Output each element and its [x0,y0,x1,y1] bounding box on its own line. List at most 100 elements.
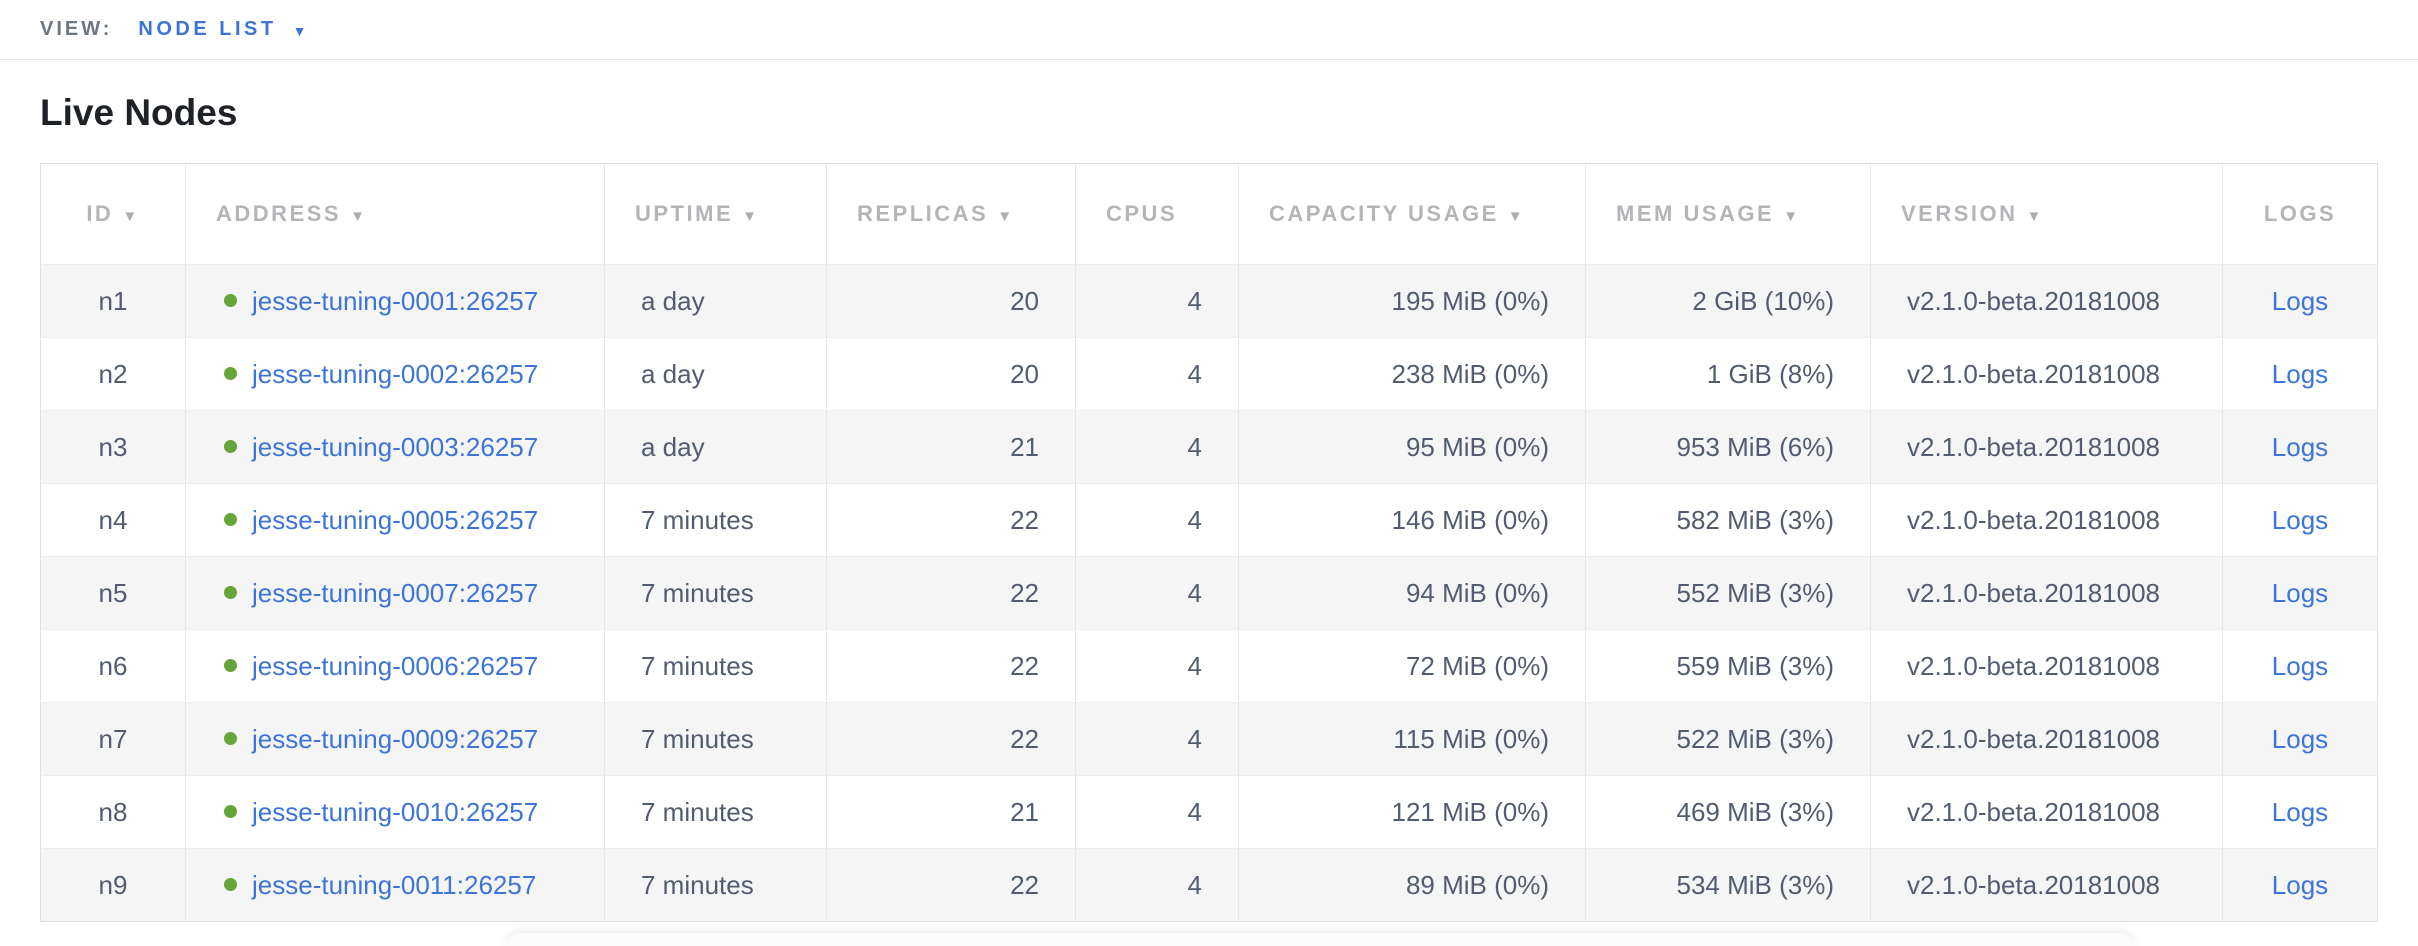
cell-mem-usage: 1 GiB (8%) [1585,337,1871,411]
node-live-icon [224,878,237,892]
bottom-peek-element [505,933,2135,946]
cell-mem-usage: 469 MiB (3%) [1585,775,1871,849]
cell-node-id: n8 [40,775,186,849]
cell-address: jesse-tuning-0006:26257 [185,629,605,703]
cell-capacity-usage: 146 MiB (0%) [1238,483,1586,557]
column-label: VERSION [1901,201,2018,226]
chevron-down-icon: ▼ [292,22,307,39]
logs-link[interactable]: Logs [2271,796,2329,827]
cell-replicas: 20 [826,264,1076,338]
column-header-mem[interactable]: MEM USAGE ▼ [1585,163,1871,265]
logs-link[interactable]: Logs [2271,504,2329,535]
cell-version: v2.1.0-beta.20181008 [1870,775,2223,849]
address-link[interactable]: jesse-tuning-0006:26257 [252,650,539,681]
cell-mem-usage: 559 MiB (3%) [1585,629,1871,703]
table-row: n6 jesse-tuning-0006:26257 7 minutes 22 … [40,629,2378,703]
cell-capacity-usage: 89 MiB (0%) [1238,848,1586,922]
node-live-icon [224,367,237,381]
cell-logs: Logs [2222,556,2378,630]
cell-cpus: 4 [1075,629,1239,703]
view-toolbar: VIEW: NODE LIST ▼ [0,0,2418,60]
column-header-address[interactable]: ADDRESS ▼ [185,163,605,265]
cell-replicas: 21 [826,775,1076,849]
cell-capacity-usage: 72 MiB (0%) [1238,629,1586,703]
cell-mem-usage: 552 MiB (3%) [1585,556,1871,630]
table-row: n5 jesse-tuning-0007:26257 7 minutes 22 … [40,556,2378,630]
cell-mem-usage: 2 GiB (10%) [1585,264,1871,338]
column-label: REPLICAS [857,201,989,226]
cell-replicas: 22 [826,629,1076,703]
logs-link[interactable]: Logs [2271,869,2329,900]
address-link[interactable]: jesse-tuning-0003:26257 [252,431,539,462]
cell-replicas: 21 [826,410,1076,484]
logs-link[interactable]: Logs [2271,358,2329,389]
address-link[interactable]: jesse-tuning-0011:26257 [252,869,537,900]
cell-logs: Logs [2222,848,2378,922]
cell-logs: Logs [2222,264,2378,338]
cell-uptime: a day [604,410,827,484]
column-label: CPUS [1106,201,1178,226]
table-row: n3 jesse-tuning-0003:26257 a day 21 4 95… [40,410,2378,484]
cell-node-id: n4 [40,483,186,557]
column-header-capacity[interactable]: CAPACITY USAGE ▼ [1238,163,1586,265]
cell-cpus: 4 [1075,483,1239,557]
cell-uptime: a day [604,264,827,338]
cell-address: jesse-tuning-0011:26257 [185,848,605,922]
column-label: MEM USAGE [1616,201,1775,226]
cell-version: v2.1.0-beta.20181008 [1870,483,2223,557]
table-row: n2 jesse-tuning-0002:26257 a day 20 4 23… [40,337,2378,411]
address-link[interactable]: jesse-tuning-0005:26257 [252,504,539,535]
table-body: n1 jesse-tuning-0001:26257 a day 20 4 19… [40,264,2378,922]
cell-address: jesse-tuning-0005:26257 [185,483,605,557]
column-header-version[interactable]: VERSION ▼ [1870,163,2223,265]
address-link[interactable]: jesse-tuning-0010:26257 [252,796,539,827]
address-link[interactable]: jesse-tuning-0007:26257 [252,577,539,608]
logs-link[interactable]: Logs [2271,431,2329,462]
cell-uptime: a day [604,337,827,411]
cell-replicas: 22 [826,702,1076,776]
column-label: CAPACITY USAGE [1269,201,1499,226]
sort-caret-icon: ▼ [122,208,140,225]
node-live-icon [224,586,237,600]
cell-capacity-usage: 195 MiB (0%) [1238,264,1586,338]
cell-logs: Logs [2222,629,2378,703]
cell-version: v2.1.0-beta.20181008 [1870,264,2223,338]
cell-uptime: 7 minutes [604,702,827,776]
sort-caret-icon: ▼ [2026,208,2044,225]
cell-address: jesse-tuning-0010:26257 [185,775,605,849]
logs-link[interactable]: Logs [2271,285,2329,316]
address-link[interactable]: jesse-tuning-0001:26257 [252,285,539,316]
column-header-replicas[interactable]: REPLICAS ▼ [826,163,1076,265]
column-header-uptime[interactable]: UPTIME ▼ [604,163,827,265]
node-live-icon [224,294,237,308]
cell-mem-usage: 522 MiB (3%) [1585,702,1871,776]
table-row: n8 jesse-tuning-0010:26257 7 minutes 21 … [40,775,2378,849]
logs-link[interactable]: Logs [2271,650,2329,681]
logs-link[interactable]: Logs [2271,723,2329,754]
page-title: Live Nodes [40,92,238,133]
cell-version: v2.1.0-beta.20181008 [1870,410,2223,484]
address-link[interactable]: jesse-tuning-0009:26257 [252,723,539,754]
column-header-id[interactable]: ID ▼ [40,163,186,265]
cell-uptime: 7 minutes [604,775,827,849]
cell-node-id: n2 [40,337,186,411]
view-dropdown-value: NODE LIST [138,18,277,40]
node-live-icon [224,440,237,454]
logs-link[interactable]: Logs [2271,577,2329,608]
column-header-cpus: CPUS [1075,163,1239,265]
table-row: n7 jesse-tuning-0009:26257 7 minutes 22 … [40,702,2378,776]
column-label: LOGS [2263,201,2337,226]
cell-uptime: 7 minutes [604,483,827,557]
view-dropdown[interactable]: NODE LIST ▼ [138,18,306,41]
cell-capacity-usage: 121 MiB (0%) [1238,775,1586,849]
column-label: ADDRESS [216,201,342,226]
table-row: n1 jesse-tuning-0001:26257 a day 20 4 19… [40,264,2378,338]
cell-uptime: 7 minutes [604,848,827,922]
cell-cpus: 4 [1075,264,1239,338]
live-nodes-table-container: ID ▼ ADDRESS ▼ UPTIME ▼ REPLICAS ▼ CPUS CAPA… [40,163,2378,922]
address-link[interactable]: jesse-tuning-0002:26257 [252,358,539,389]
table-row: n9 jesse-tuning-0011:26257 7 minutes 22 … [40,848,2378,922]
cell-node-id: n5 [40,556,186,630]
cell-address: jesse-tuning-0002:26257 [185,337,605,411]
column-label: UPTIME [635,201,734,226]
